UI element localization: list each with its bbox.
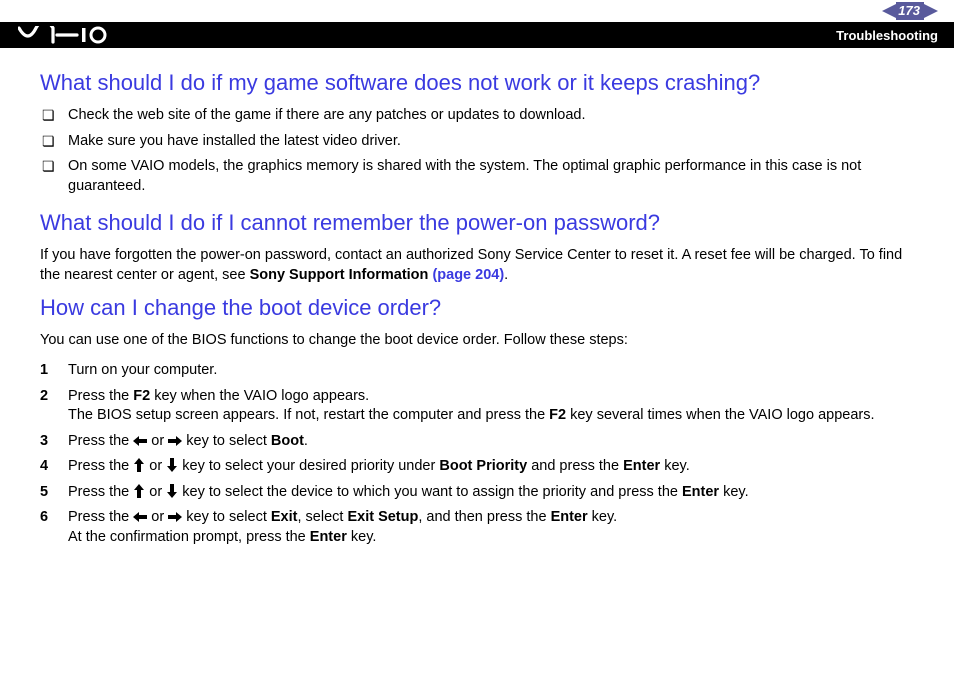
key-label: Boot xyxy=(271,433,304,449)
text: . xyxy=(304,433,308,449)
step-item: 5 Press the or key to select the device … xyxy=(40,483,914,503)
list-item: On some VAIO models, the graphics memory… xyxy=(40,157,914,196)
down-arrow-icon xyxy=(166,484,178,498)
key-label: Exit Setup xyxy=(347,509,418,525)
list-item: Make sure you have installed the latest … xyxy=(40,132,914,152)
prev-page-arrow-icon[interactable] xyxy=(882,4,896,18)
key-label: Enter xyxy=(682,484,719,500)
step-number: 4 xyxy=(40,457,48,477)
question-2-paragraph: If you have forgotten the power-on passw… xyxy=(40,246,914,285)
bold-text: Sony Support Information xyxy=(250,267,433,283)
text: , select xyxy=(297,509,347,525)
key-label: Enter xyxy=(551,509,588,525)
step-number: 3 xyxy=(40,432,48,452)
step-number: 6 xyxy=(40,508,48,528)
step-number: 1 xyxy=(40,361,48,381)
text: , and then press the xyxy=(418,509,550,525)
left-arrow-icon xyxy=(133,511,147,523)
text: or xyxy=(145,458,166,474)
step-text: Turn on your computer. xyxy=(68,362,217,378)
page-link[interactable]: (page 204) xyxy=(432,267,504,283)
text: key to select xyxy=(182,433,271,449)
text: At the confirmation prompt, press the xyxy=(68,529,310,545)
section-title: Troubleshooting xyxy=(836,28,938,43)
text: and press the xyxy=(527,458,623,474)
text: or xyxy=(145,484,166,500)
text: key. xyxy=(588,509,618,525)
question-3-intro: You can use one of the BIOS functions to… xyxy=(40,331,914,351)
list-item: Check the web site of the game if there … xyxy=(40,106,914,126)
left-arrow-icon xyxy=(133,435,147,447)
step-item: 3 Press the or key to select Boot. xyxy=(40,432,914,452)
question-1-heading: What should I do if my game software doe… xyxy=(40,70,914,96)
page-number-badge: 173 xyxy=(896,2,924,20)
text: or xyxy=(147,509,168,525)
key-label: Exit xyxy=(271,509,298,525)
text: Press the xyxy=(68,433,133,449)
text: Press the xyxy=(68,484,133,500)
header-bar: Troubleshooting xyxy=(0,22,954,48)
key-label: Boot Priority xyxy=(439,458,527,474)
text: Press the xyxy=(68,509,133,525)
next-page-arrow-icon[interactable] xyxy=(924,4,938,18)
vaio-logo-icon xyxy=(18,26,108,44)
text: The BIOS setup screen appears. If not, r… xyxy=(68,407,549,423)
text: key. xyxy=(347,529,377,545)
key-label: Enter xyxy=(623,458,660,474)
right-arrow-icon xyxy=(168,435,182,447)
text: Press the xyxy=(68,458,133,474)
up-arrow-icon xyxy=(133,484,145,498)
question-1-list: Check the web site of the game if there … xyxy=(40,106,914,196)
right-arrow-icon xyxy=(168,511,182,523)
question-3-heading: How can I change the boot device order? xyxy=(40,295,914,321)
page-nav: 173 xyxy=(882,0,938,22)
top-nav-bar: 173 xyxy=(0,0,954,22)
up-arrow-icon xyxy=(133,458,145,472)
step-number: 2 xyxy=(40,387,48,407)
text: Press the xyxy=(68,388,133,404)
step-item: 1 Turn on your computer. xyxy=(40,361,914,381)
text: key. xyxy=(660,458,690,474)
text: . xyxy=(504,267,508,283)
step-item: 6 Press the or key to select Exit, selec… xyxy=(40,508,914,547)
step-item: 4 Press the or key to select your desire… xyxy=(40,457,914,477)
text: key to select the device to which you wa… xyxy=(178,484,682,500)
text: or xyxy=(147,433,168,449)
page-content: What should I do if my game software doe… xyxy=(0,48,954,547)
steps-list: 1 Turn on your computer. 2 Press the F2 … xyxy=(40,361,914,548)
key-label: Enter xyxy=(310,529,347,545)
question-2-heading: What should I do if I cannot remember th… xyxy=(40,210,914,236)
step-number: 5 xyxy=(40,483,48,503)
text: key. xyxy=(719,484,749,500)
text: key when the VAIO logo appears. xyxy=(150,388,369,404)
text: key to select your desired priority unde… xyxy=(178,458,439,474)
text: key several times when the VAIO logo app… xyxy=(566,407,874,423)
step-item: 2 Press the F2 key when the VAIO logo ap… xyxy=(40,387,914,426)
key-label: F2 xyxy=(549,407,566,423)
key-label: F2 xyxy=(133,388,150,404)
text: key to select xyxy=(182,509,271,525)
down-arrow-icon xyxy=(166,458,178,472)
